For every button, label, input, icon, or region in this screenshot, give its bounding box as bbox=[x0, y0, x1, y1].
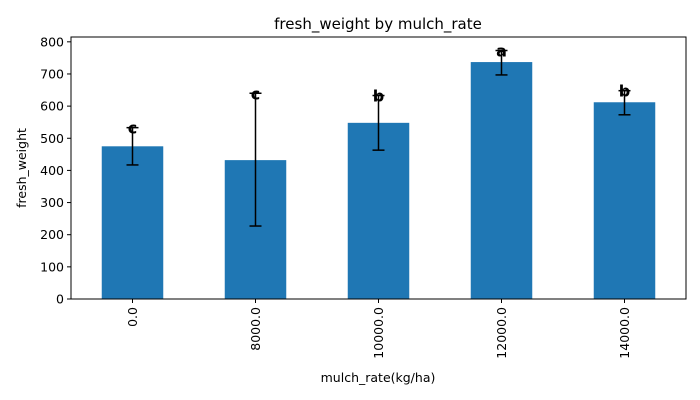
y-tick-label: 600 bbox=[40, 99, 64, 114]
y-axis-label: fresh_weight bbox=[14, 128, 29, 208]
y-tick-label: 500 bbox=[40, 131, 64, 146]
y-tick-label: 800 bbox=[40, 34, 64, 49]
chart-title: fresh_weight by mulch_rate bbox=[274, 15, 482, 34]
group-labels-layer: c c b a b bbox=[128, 42, 630, 138]
bar bbox=[101, 146, 164, 299]
error-bars-layer bbox=[126, 49, 631, 227]
x-tick-label: 12000.0 bbox=[494, 307, 509, 359]
y-tick-label: 700 bbox=[40, 66, 64, 81]
group-letter-label: a bbox=[496, 42, 507, 61]
x-tick-label: 14000.0 bbox=[617, 307, 632, 359]
bar bbox=[347, 122, 410, 299]
x-tick-label: 0.0 bbox=[125, 307, 140, 327]
y-tick-label: 400 bbox=[40, 163, 64, 178]
x-tick-label: 10000.0 bbox=[371, 307, 386, 359]
x-tick-label: 8000.0 bbox=[248, 307, 263, 351]
group-letter-label: b bbox=[373, 87, 384, 106]
plot-frame bbox=[70, 36, 687, 300]
y-axis: 0 100 200 300 400 500 600 700 800 bbox=[40, 34, 71, 307]
group-letter-label: c bbox=[251, 84, 260, 103]
x-axis: 0.0 8000.0 10000.0 12000.0 14000.0 bbox=[125, 299, 632, 359]
x-axis-label: mulch_rate(kg/ha) bbox=[321, 370, 436, 385]
bars-layer bbox=[101, 62, 656, 300]
y-tick-label: 300 bbox=[40, 195, 64, 210]
group-letter-label: c bbox=[128, 119, 137, 138]
bar bbox=[470, 62, 533, 300]
y-tick-label: 200 bbox=[40, 227, 64, 242]
group-letter-label: b bbox=[619, 82, 630, 101]
y-tick-label: 0 bbox=[56, 292, 64, 307]
bar bbox=[593, 102, 656, 299]
y-tick-label: 100 bbox=[40, 259, 64, 274]
